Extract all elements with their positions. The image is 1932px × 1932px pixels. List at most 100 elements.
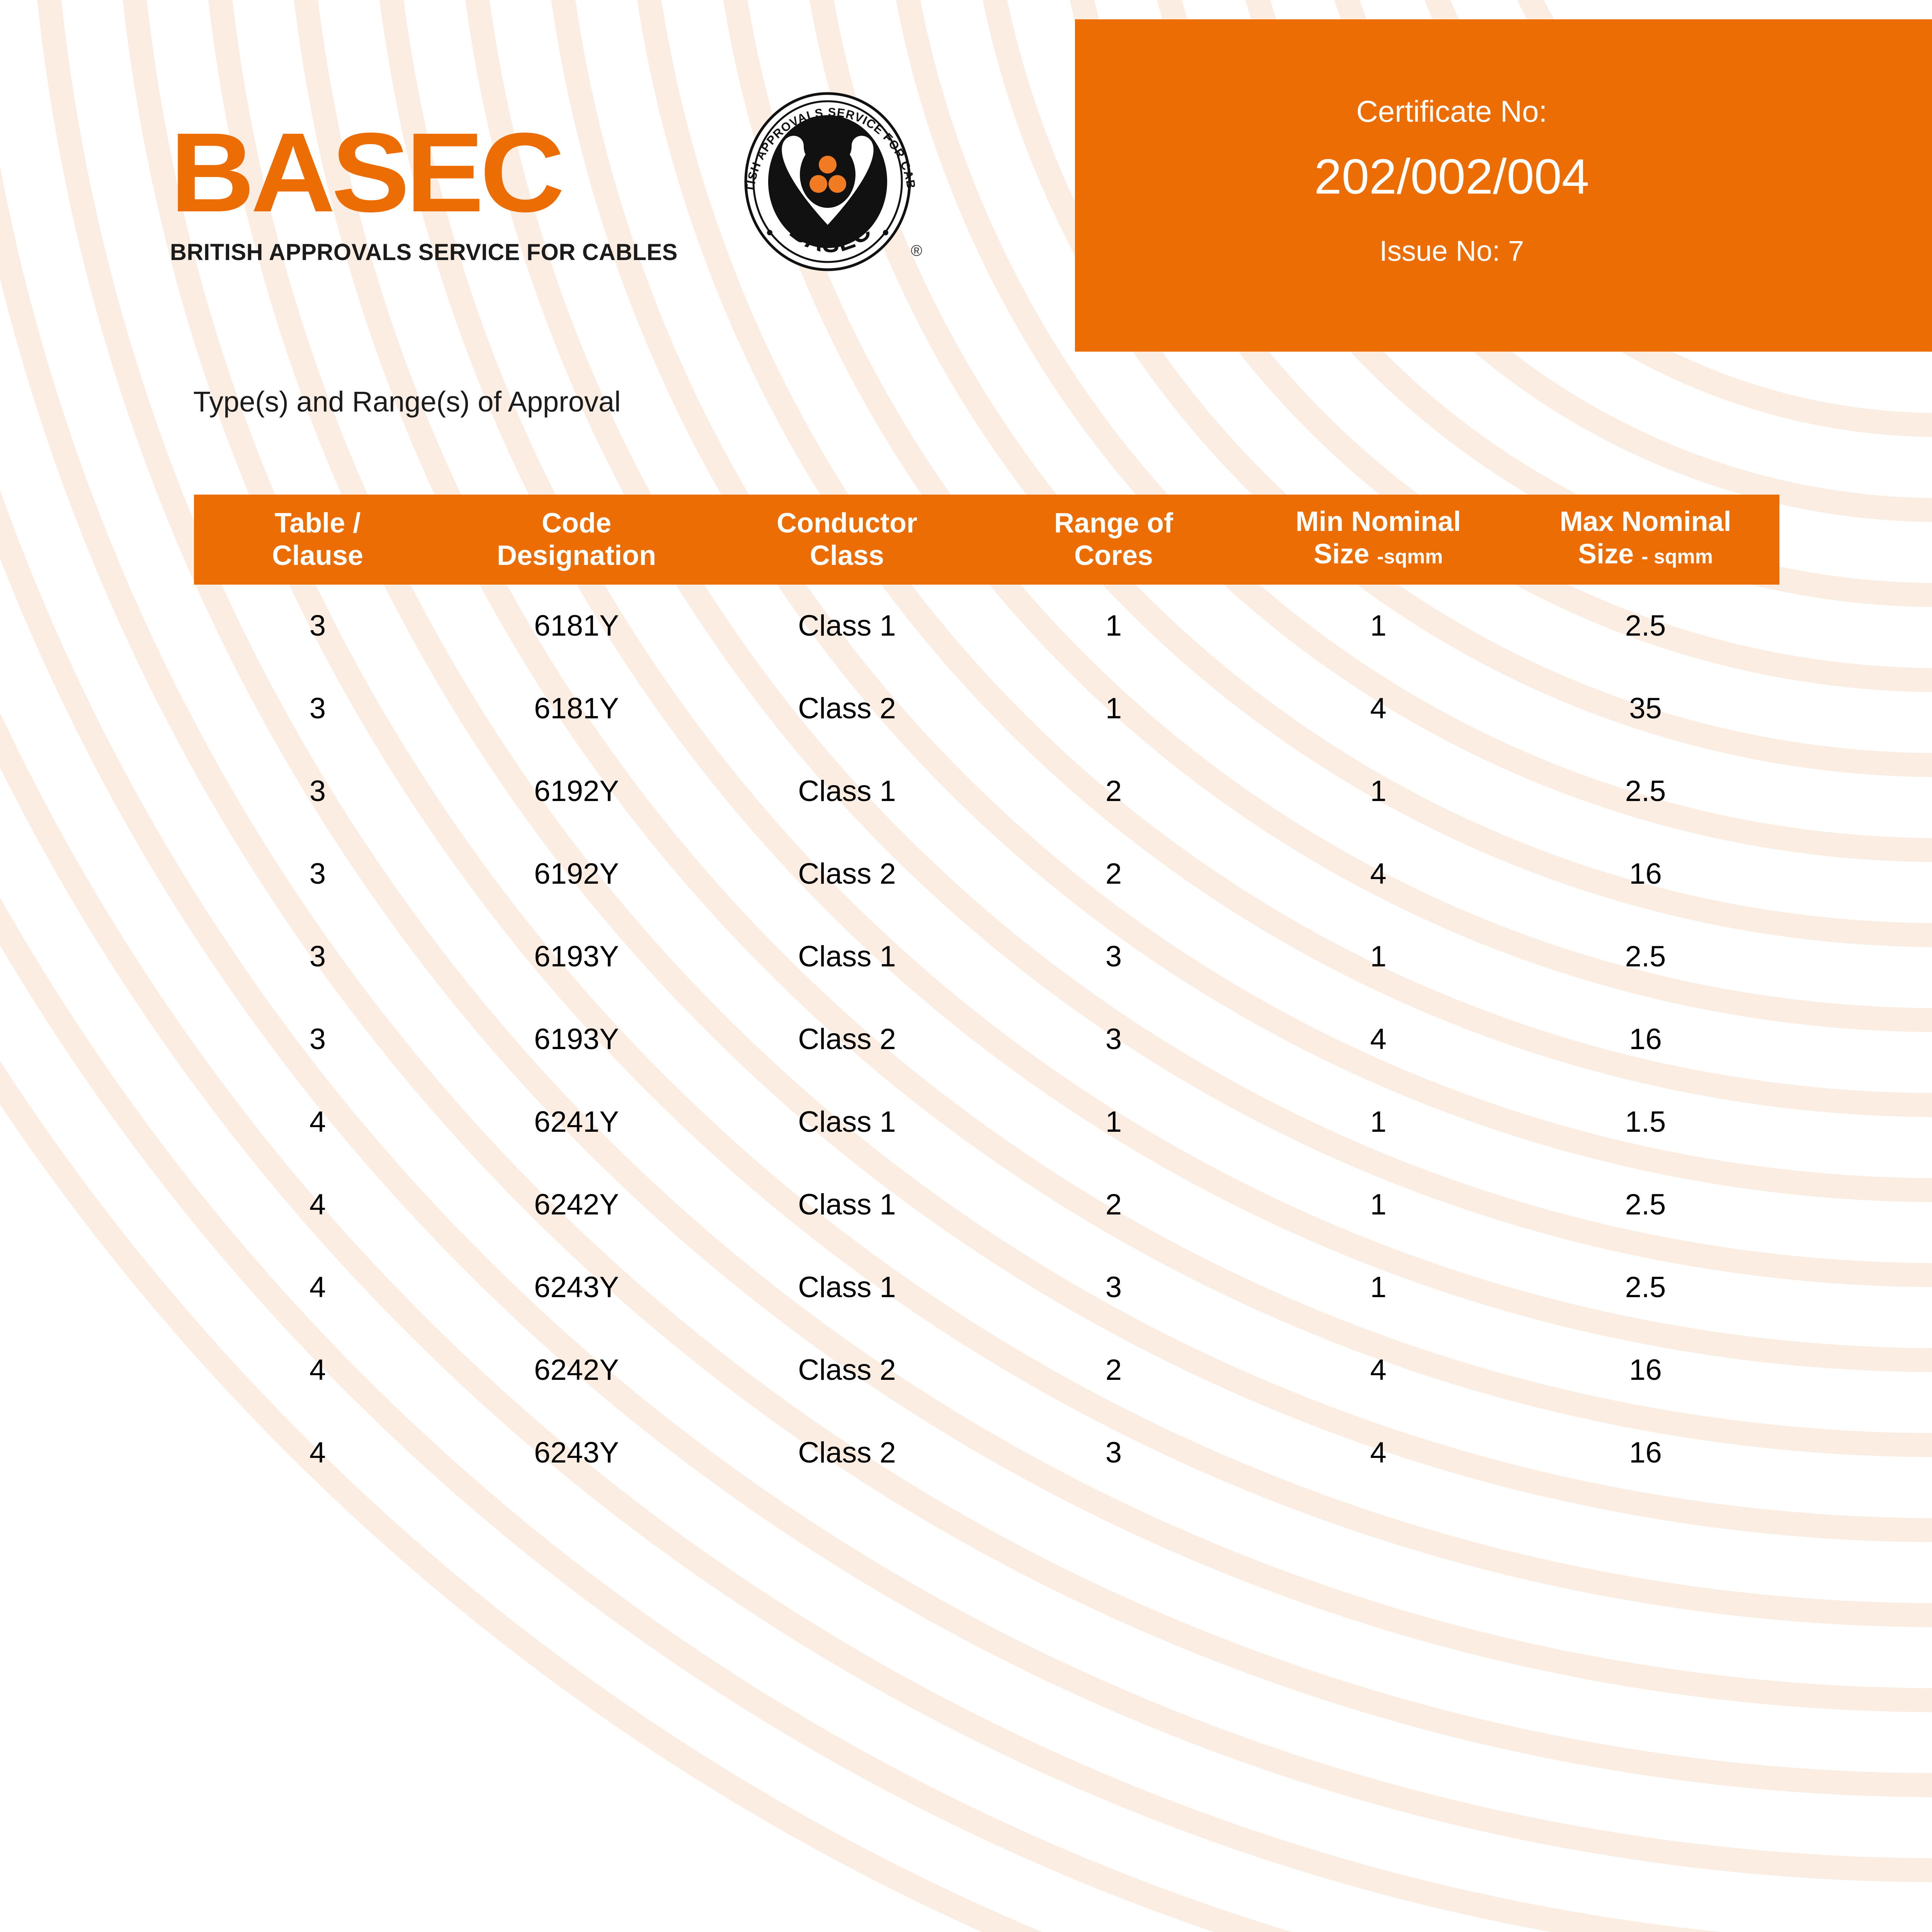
cell-table-clause: 3 xyxy=(309,609,326,642)
certificate-number-panel: Certificate No: 202/002/004 Issue No: 7 xyxy=(1075,19,1932,352)
cell-table-clause: 4 xyxy=(309,1188,326,1221)
cell-table-clause: 4 xyxy=(309,1354,326,1386)
cell-range-of-cores: 1 xyxy=(1105,692,1122,725)
header-line-1: Max Nominal xyxy=(1560,506,1731,537)
cell-table-clause: 4 xyxy=(309,1436,326,1469)
basec-roundel-icon: BRITISH APPROVALS SERVICE FOR CABLES BAS… xyxy=(726,89,922,271)
header-line-2-text: Size xyxy=(1578,539,1642,570)
cell-range-of-cores: 1 xyxy=(1105,1105,1122,1138)
table-row: 3 6192Y Class 2 2 4 16 xyxy=(194,833,1779,915)
cell-max-nominal-size: 16 xyxy=(1629,1023,1662,1056)
column-header-code-designation: Code Designation xyxy=(441,495,712,585)
cell-range-of-cores: 2 xyxy=(1105,857,1122,890)
cell-max-nominal-size: 2.5 xyxy=(1625,1271,1666,1304)
cell-code-designation: 6241Y xyxy=(534,1105,619,1138)
cell-table-clause: 3 xyxy=(309,857,326,890)
table-row: 3 6193Y Class 2 3 4 16 xyxy=(194,998,1779,1081)
header-line-2: Designation xyxy=(497,540,656,571)
cell-min-nominal-size: 4 xyxy=(1370,1023,1387,1056)
cell-code-designation: 6193Y xyxy=(534,1023,619,1056)
header-line-1: Table / xyxy=(274,507,361,539)
cell-max-nominal-size: 2.5 xyxy=(1625,940,1666,973)
cell-code-designation: 6243Y xyxy=(534,1436,619,1469)
header-line-2: Size - sqmm xyxy=(1513,538,1778,573)
column-header-table-clause: Table / Clause xyxy=(194,495,441,585)
cell-min-nominal-size: 1 xyxy=(1370,1188,1387,1221)
page-header: BASEC BRITISH APPROVALS SERVICE FOR CABL… xyxy=(0,0,1932,371)
cell-table-clause: 3 xyxy=(309,1023,326,1056)
cell-max-nominal-size: 16 xyxy=(1629,857,1662,890)
header-line-1: Conductor xyxy=(777,507,917,539)
header-line-2: Class xyxy=(810,540,884,571)
cell-code-designation: 6181Y xyxy=(534,692,619,725)
cell-range-of-cores: 3 xyxy=(1105,1023,1122,1056)
header-line-1: Min Nominal xyxy=(1296,506,1461,537)
header-line-1: Code xyxy=(542,507,611,539)
basec-wordmark-text: BASEC xyxy=(170,109,565,235)
cell-code-designation: 6242Y xyxy=(534,1188,619,1221)
header-unit: -sqmm xyxy=(1377,546,1443,568)
table-header-row: Table / Clause Code Designation Conducto… xyxy=(194,495,1779,585)
cell-table-clause: 3 xyxy=(309,692,326,725)
cell-max-nominal-size: 16 xyxy=(1629,1436,1662,1469)
column-header-min-nominal-size: Min Nominal Size -sqmm xyxy=(1245,495,1512,585)
section-caption: Type(s) and Range(s) of Approval xyxy=(193,386,621,418)
table-row: 4 6243Y Class 2 3 4 16 xyxy=(194,1412,1779,1494)
header-line-2-text: Size xyxy=(1313,539,1377,570)
issue-no-value: Issue No: 7 xyxy=(1379,235,1524,267)
cell-min-nominal-size: 4 xyxy=(1370,692,1387,725)
cell-max-nominal-size: 2.5 xyxy=(1625,775,1666,808)
cell-range-of-cores: 3 xyxy=(1105,940,1122,973)
cell-code-designation: 6192Y xyxy=(534,857,619,890)
cell-conductor-class: Class 2 xyxy=(798,1436,896,1469)
cell-code-designation: 6192Y xyxy=(534,775,619,808)
basec-logo: BASEC xyxy=(170,116,672,232)
cell-range-of-cores: 2 xyxy=(1105,1188,1122,1221)
cell-code-designation: 6243Y xyxy=(534,1271,619,1304)
cell-min-nominal-size: 1 xyxy=(1370,1105,1387,1138)
cell-code-designation: 6193Y xyxy=(534,940,619,973)
cell-conductor-class: Class 2 xyxy=(798,857,896,890)
cell-range-of-cores: 2 xyxy=(1105,1354,1122,1386)
cell-max-nominal-size: 16 xyxy=(1629,1354,1662,1386)
header-line-1: Range of xyxy=(1054,507,1173,539)
table-body: 3 6181Y Class 1 1 1 2.5 3 6181Y Class 2 1 4 35 3 6192… xyxy=(194,585,1779,1494)
cell-conductor-class: Class 1 xyxy=(798,609,896,642)
basec-tagline: BRITISH APPROVALS SERVICE FOR CABLES xyxy=(170,239,678,265)
cell-range-of-cores: 2 xyxy=(1105,775,1122,808)
table-row: 3 6181Y Class 2 1 4 35 xyxy=(194,667,1779,750)
cell-table-clause: 3 xyxy=(309,940,326,973)
cell-range-of-cores: 1 xyxy=(1105,609,1122,642)
table-row: 4 6241Y Class 1 1 1 1.5 xyxy=(194,1081,1779,1163)
cell-min-nominal-size: 1 xyxy=(1370,940,1387,973)
certificate-no-value: 202/002/004 xyxy=(1314,149,1589,204)
cell-conductor-class: Class 2 xyxy=(798,1354,896,1386)
cell-conductor-class: Class 1 xyxy=(798,940,896,973)
cell-conductor-class: Class 1 xyxy=(798,775,896,808)
header-line-2: Size -sqmm xyxy=(1247,538,1510,573)
certificate-no-label: Certificate No: xyxy=(1356,94,1548,128)
header-line-2: Cores xyxy=(1074,540,1153,571)
cell-table-clause: 4 xyxy=(309,1271,326,1304)
header-line-2: Clause xyxy=(272,540,364,571)
cell-min-nominal-size: 4 xyxy=(1370,1354,1387,1386)
table-row: 3 6193Y Class 1 3 1 2.5 xyxy=(194,915,1779,998)
cell-conductor-class: Class 2 xyxy=(798,1023,896,1056)
cell-min-nominal-size: 1 xyxy=(1370,609,1387,642)
cell-conductor-class: Class 1 xyxy=(798,1271,896,1304)
table-row: 4 6243Y Class 1 3 1 2.5 xyxy=(194,1246,1779,1329)
table-row: 3 6192Y Class 1 2 1 2.5 xyxy=(194,750,1779,833)
cell-conductor-class: Class 1 xyxy=(798,1105,896,1138)
cell-max-nominal-size: 2.5 xyxy=(1625,1188,1666,1221)
cell-min-nominal-size: 4 xyxy=(1370,1436,1387,1469)
cell-max-nominal-size: 2.5 xyxy=(1625,609,1666,642)
column-header-range-of-cores: Range of Cores xyxy=(982,495,1245,585)
cell-min-nominal-size: 1 xyxy=(1370,775,1387,808)
cell-range-of-cores: 3 xyxy=(1105,1436,1122,1469)
column-header-conductor-class: Conductor Class xyxy=(712,495,982,585)
table-row: 4 6242Y Class 2 2 4 16 xyxy=(194,1329,1779,1412)
cell-code-designation: 6242Y xyxy=(534,1354,619,1386)
cell-min-nominal-size: 1 xyxy=(1370,1271,1387,1304)
approval-table: Table / Clause Code Designation Conducto… xyxy=(194,495,1779,1494)
table-row: 3 6181Y Class 1 1 1 2.5 xyxy=(194,585,1779,667)
